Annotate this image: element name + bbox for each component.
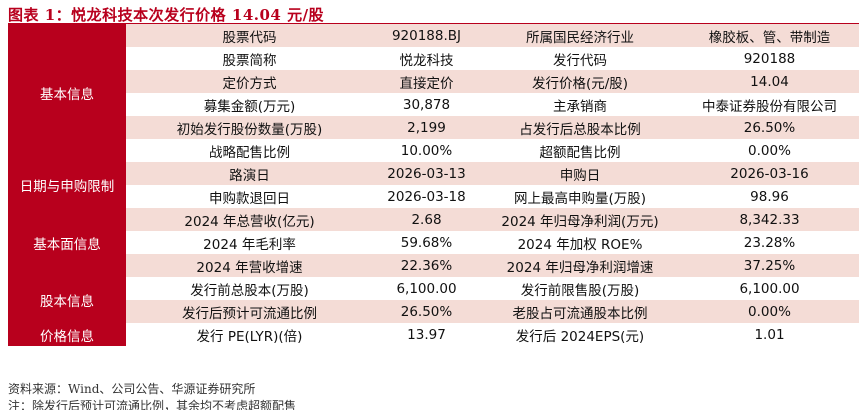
field-label: 发行后预计可流通比例 xyxy=(126,300,373,323)
table-row: 日期与申购限制 路演日 2026-03-13 申购日 2026-03-16 xyxy=(8,162,859,208)
field-value: 0.00% xyxy=(680,300,859,323)
figure-title: 图表 1：悦龙科技本次发行价格 14.04 元/股 xyxy=(8,6,325,24)
field-label: 2024 年归母净利润增速 xyxy=(480,254,680,277)
category-cell: 日期与申购限制 xyxy=(8,162,126,208)
field-value: 直接定价 xyxy=(373,70,480,93)
field-value: 22.36% xyxy=(373,254,480,277)
field-label: 2024 年营收增速 xyxy=(126,254,373,277)
field-label: 占发行后总股本比例 xyxy=(480,116,680,139)
field-label: 发行价格(元/股) xyxy=(480,70,680,93)
field-value: 30,878 xyxy=(373,93,480,116)
ipo-info-table: 基本信息 股票代码 920188.BJ 所属国民经济行业 橡胶板、管、带制造 股票简称 悦龙… xyxy=(8,24,859,346)
table-row: 初始发行股份数量(万股) 2,199 占发行后总股本比例 26.50% xyxy=(8,116,859,139)
field-label: 路演日 xyxy=(126,162,373,185)
field-value: 59.68% xyxy=(373,231,480,254)
field-value: 1.01 xyxy=(680,323,859,346)
field-label: 申购日 xyxy=(480,162,680,185)
category-cell: 价格信息 xyxy=(8,323,126,346)
table-row: 战略配售比例 10.00% 超额配售比例 0.00% xyxy=(8,139,859,162)
field-label: 2024 年加权 ROE% xyxy=(480,231,680,254)
field-value: 6,100.00 xyxy=(680,277,859,300)
table-row: 定价方式 直接定价 发行价格(元/股) 14.04 xyxy=(8,70,859,93)
field-label: 发行前总股本(万股) xyxy=(126,277,373,300)
field-label: 申购款退回日 xyxy=(126,185,373,208)
notes: 资料来源：Wind、公司公告、华源证券研究所 注：除发行后预计可流通比例，其余均… xyxy=(8,381,296,410)
field-label: 发行 PE(LYR)(倍) xyxy=(126,323,373,346)
field-label: 募集金额(万元) xyxy=(126,93,373,116)
field-label: 战略配售比例 xyxy=(126,139,373,162)
title-divider xyxy=(8,23,859,24)
field-value: 23.28% xyxy=(680,231,859,254)
field-label: 主承销商 xyxy=(480,93,680,116)
field-label: 超额配售比例 xyxy=(480,139,680,162)
field-label: 发行代码 xyxy=(480,47,680,70)
field-value: 2026-03-13 xyxy=(373,162,480,185)
table-row: 2024 年营收增速 22.36% 2024 年归母净利润增速 37.25% xyxy=(8,254,859,277)
field-value: 6,100.00 xyxy=(373,277,480,300)
field-label: 老股占可流通股本比例 xyxy=(480,300,680,323)
source-note: 资料来源：Wind、公司公告、华源证券研究所 xyxy=(8,382,256,396)
field-value: 中泰证券股份有限公司 xyxy=(680,93,859,116)
field-value: 2026-03-18 xyxy=(373,185,480,208)
field-value: 0.00% xyxy=(680,139,859,162)
table-row: 发行后预计可流通比例 26.50% 老股占可流通股本比例 0.00% xyxy=(8,300,859,323)
field-value: 橡胶板、管、带制造 xyxy=(680,24,859,47)
field-label: 2024 年总营收(亿元) xyxy=(126,208,373,231)
field-label: 股票代码 xyxy=(126,24,373,47)
table-row: 股本信息 发行前总股本(万股) 6,100.00 发行前限售股(万股) 6,100.00 xyxy=(8,277,859,323)
table-row: 基本面信息 2024 年总营收(亿元) 2.68 2024 年归母净利润(万元) 8,3… xyxy=(8,208,859,277)
field-value: 2026-03-16 xyxy=(680,162,859,185)
field-label: 初始发行股份数量(万股) xyxy=(126,116,373,139)
table-row: 2024 年毛利率 59.68% 2024 年加权 ROE% 23.28% xyxy=(8,231,859,254)
field-value: 26.50% xyxy=(680,116,859,139)
category-cell: 基本信息 xyxy=(8,24,126,162)
field-value: 10.00% xyxy=(373,139,480,162)
footnote: 注：除发行后预计可流通比例，其余均不考虑超额配售 xyxy=(8,399,297,410)
table-row: 股票简称 悦龙科技 发行代码 920188 xyxy=(8,47,859,70)
field-value: 920188 xyxy=(680,47,859,70)
field-value: 14.04 xyxy=(680,70,859,93)
field-label: 发行后 2024EPS(元) xyxy=(480,323,680,346)
table-row: 基本信息 股票代码 920188.BJ 所属国民经济行业 橡胶板、管、带制造 xyxy=(8,24,859,162)
field-value: 26.50% xyxy=(373,300,480,323)
field-label: 股票简称 xyxy=(126,47,373,70)
category-cell: 基本面信息 xyxy=(8,208,126,277)
field-value: 悦龙科技 xyxy=(373,47,480,70)
field-label: 2024 年归母净利润(万元) xyxy=(480,208,680,231)
table-row: 申购款退回日 2026-03-18 网上最高申购量(万股) 98.96 xyxy=(8,185,859,208)
field-value: 13.97 xyxy=(373,323,480,346)
field-label: 2024 年毛利率 xyxy=(126,231,373,254)
field-value: 98.96 xyxy=(680,185,859,208)
table-row: 募集金额(万元) 30,878 主承销商 中泰证券股份有限公司 xyxy=(8,93,859,116)
field-label: 定价方式 xyxy=(126,70,373,93)
field-value: 2,199 xyxy=(373,116,480,139)
category-cell: 股本信息 xyxy=(8,277,126,323)
field-label: 网上最高申购量(万股) xyxy=(480,185,680,208)
field-value: 920188.BJ xyxy=(373,24,480,47)
field-label: 发行前限售股(万股) xyxy=(480,277,680,300)
field-value: 2.68 xyxy=(373,208,480,231)
table-row: 价格信息 发行 PE(LYR)(倍) 13.97 发行后 2024EPS(元) 1.01 xyxy=(8,323,859,346)
field-value: 37.25% xyxy=(680,254,859,277)
field-label: 所属国民经济行业 xyxy=(480,24,680,47)
field-value: 8,342.33 xyxy=(680,208,859,231)
